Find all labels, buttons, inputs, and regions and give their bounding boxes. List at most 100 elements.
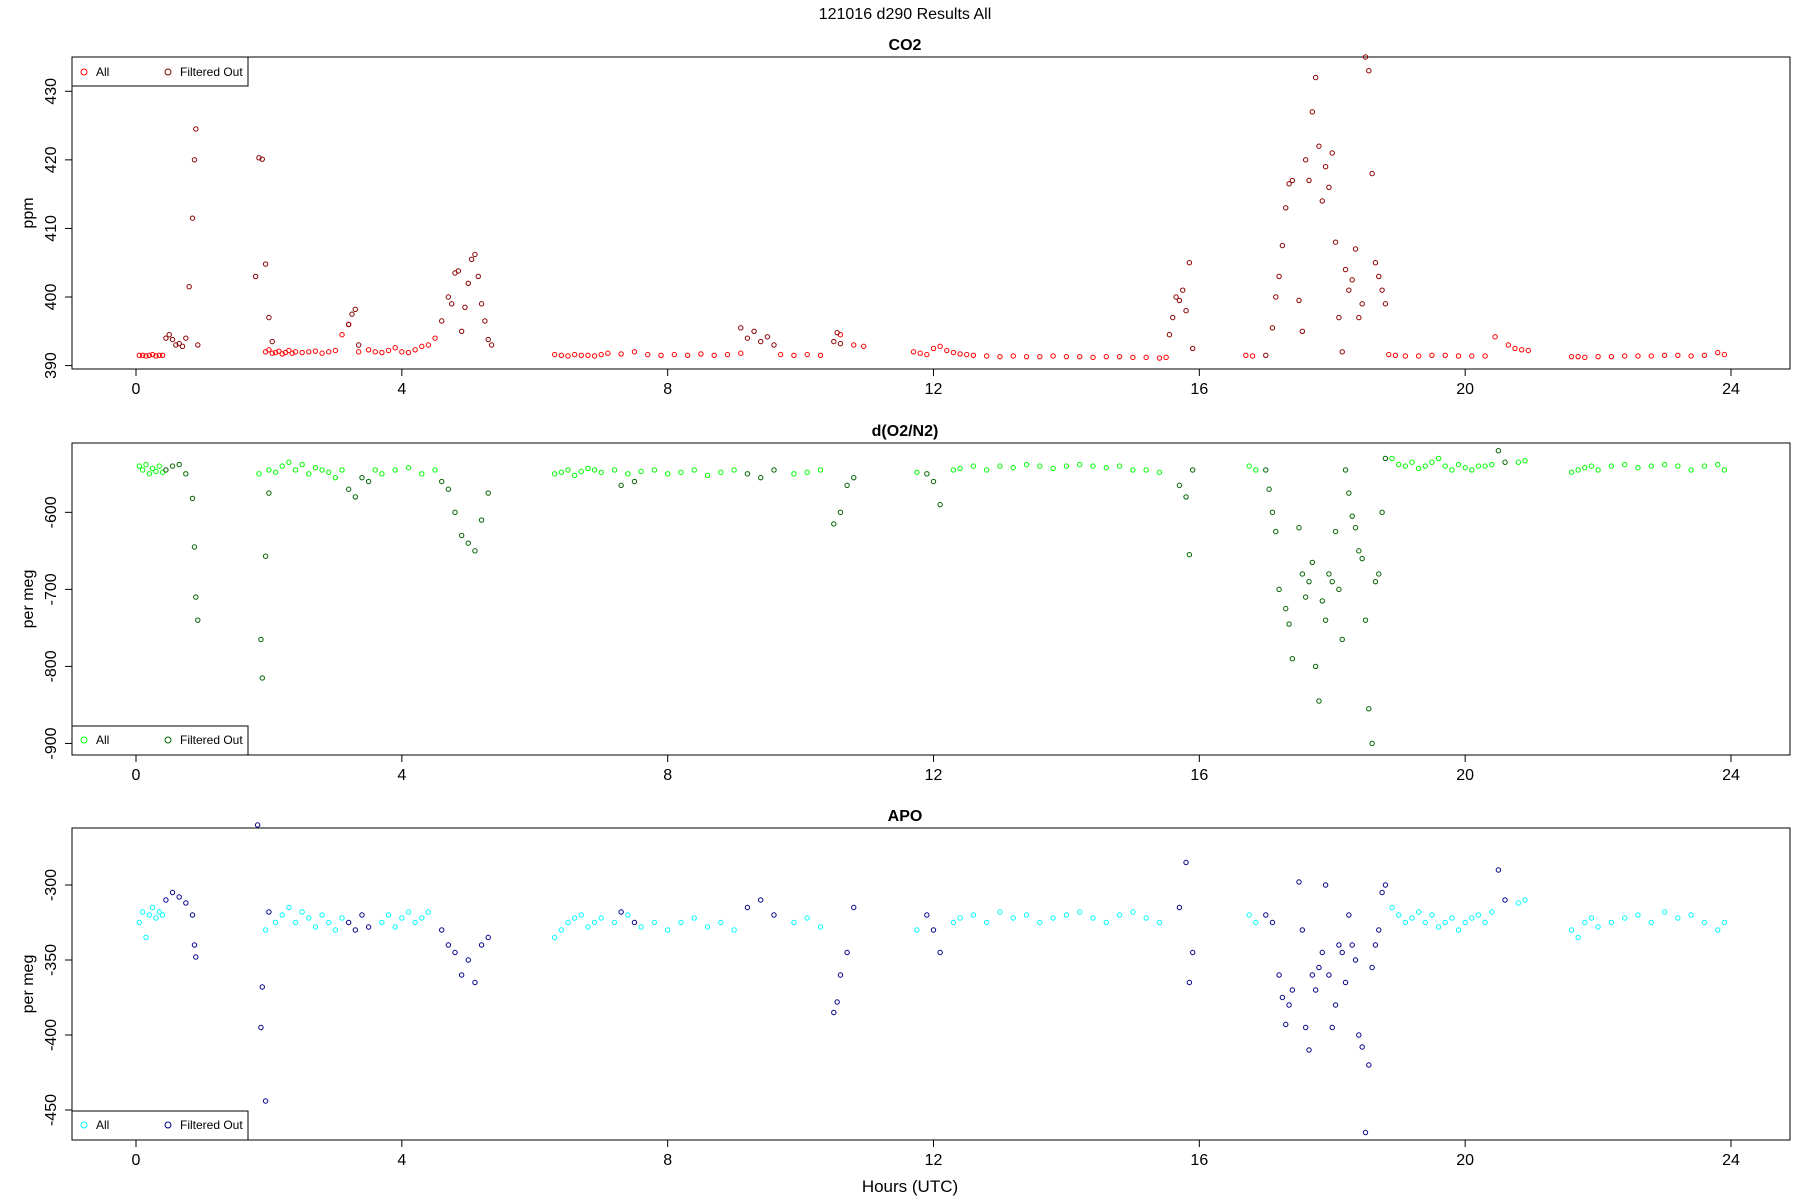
- point-all: [1442, 352, 1448, 358]
- point-all: [605, 350, 611, 356]
- point-all: [957, 351, 963, 357]
- point-all: [156, 352, 162, 358]
- point-filtered-out: [1336, 942, 1342, 948]
- point-all: [392, 467, 398, 473]
- legend-label-all: All: [96, 733, 109, 747]
- point-filtered-out: [189, 495, 196, 502]
- point-all: [1469, 915, 1475, 921]
- point-filtered-out: [1186, 552, 1193, 558]
- point-filtered-out: [1322, 617, 1329, 623]
- point-filtered-out: [176, 894, 182, 900]
- point-all: [1249, 353, 1256, 359]
- point-all: [611, 919, 618, 926]
- point-all: [817, 352, 824, 358]
- point-filtered-out: [176, 461, 182, 468]
- point-filtered-out: [1339, 636, 1345, 643]
- point-all: [1143, 915, 1149, 921]
- x-tick-label: 0: [132, 381, 141, 398]
- point-filtered-out: [359, 912, 365, 918]
- point-all: [256, 471, 262, 477]
- panel-title: d(O2/N2): [872, 423, 939, 440]
- point-filtered-out: [254, 822, 261, 828]
- point-filtered-out: [837, 509, 844, 516]
- point-all: [804, 351, 810, 358]
- point-filtered-out: [834, 329, 840, 336]
- point-all: [153, 915, 159, 921]
- point-filtered-out: [186, 284, 192, 290]
- point-filtered-out: [1189, 949, 1196, 956]
- point-all: [292, 349, 299, 355]
- point-all: [817, 467, 824, 473]
- point-all: [339, 332, 345, 338]
- point-filtered-out: [183, 471, 189, 477]
- point-filtered-out: [256, 155, 262, 161]
- point-all: [1422, 463, 1428, 469]
- point-filtered-out: [195, 342, 201, 348]
- point-all: [279, 351, 285, 357]
- point-filtered-out: [1186, 260, 1193, 266]
- point-filtered-out: [191, 157, 198, 163]
- point-all: [1023, 912, 1030, 918]
- point-all: [578, 912, 584, 918]
- point-all: [1648, 353, 1654, 359]
- point-all: [1595, 467, 1601, 473]
- point-all: [156, 909, 162, 915]
- point-all: [1688, 912, 1694, 918]
- point-filtered-out: [1316, 964, 1322, 971]
- legend-marker-filtered: [164, 68, 172, 76]
- point-all: [1512, 345, 1518, 352]
- point-all: [711, 352, 717, 358]
- point-all: [1449, 915, 1455, 921]
- point-all: [1582, 919, 1588, 926]
- point-all: [1156, 919, 1163, 926]
- point-all: [405, 464, 412, 471]
- point-all: [970, 463, 977, 469]
- point-all: [1246, 463, 1252, 469]
- point-all: [625, 471, 631, 477]
- point-filtered-out: [478, 517, 485, 523]
- point-filtered-out: [258, 1024, 264, 1031]
- point-all: [1090, 463, 1096, 469]
- point-all: [153, 353, 159, 359]
- point-all: [1010, 464, 1016, 471]
- point-filtered-out: [1352, 957, 1359, 963]
- point-filtered-out: [1296, 879, 1302, 885]
- point-all: [385, 912, 392, 918]
- point-all: [419, 915, 425, 921]
- point-all: [1402, 919, 1409, 926]
- legend-label-filtered: Filtered Out: [180, 1118, 243, 1132]
- y-axis: -600 -700 -800 -900: [43, 496, 73, 759]
- point-all: [272, 919, 279, 926]
- point-filtered-out: [163, 467, 169, 473]
- point-all: [1492, 334, 1498, 340]
- point-filtered-out: [744, 335, 751, 341]
- point-all: [1688, 467, 1694, 473]
- point-filtered-out: [445, 294, 452, 300]
- point-filtered-out: [1269, 325, 1276, 331]
- point-all: [1442, 919, 1448, 926]
- point-all: [1595, 353, 1601, 360]
- point-all: [286, 347, 292, 354]
- point-filtered-out: [166, 332, 172, 338]
- point-filtered-out: [259, 156, 265, 162]
- point-all: [286, 459, 292, 465]
- point-filtered-out: [193, 954, 199, 960]
- y-axis: -300 -350 -400 -450: [43, 869, 73, 1126]
- point-all: [1505, 342, 1512, 348]
- point-filtered-out: [183, 900, 189, 906]
- point-filtered-out: [345, 321, 352, 328]
- point-all: [1449, 467, 1455, 473]
- point-all: [279, 463, 285, 469]
- x-tick-label: 16: [1190, 1152, 1208, 1169]
- y-tick-label: -900: [43, 727, 60, 759]
- point-filtered-out: [1312, 663, 1319, 670]
- point-all: [1661, 352, 1668, 358]
- point-all: [1143, 467, 1149, 473]
- x-tick-label: 4: [397, 1152, 406, 1169]
- point-filtered-out: [744, 904, 751, 911]
- point-all: [645, 351, 651, 358]
- point-filtered-out: [1336, 586, 1342, 593]
- point-all: [738, 350, 744, 356]
- point-all: [585, 465, 591, 472]
- point-filtered-out: [169, 336, 176, 343]
